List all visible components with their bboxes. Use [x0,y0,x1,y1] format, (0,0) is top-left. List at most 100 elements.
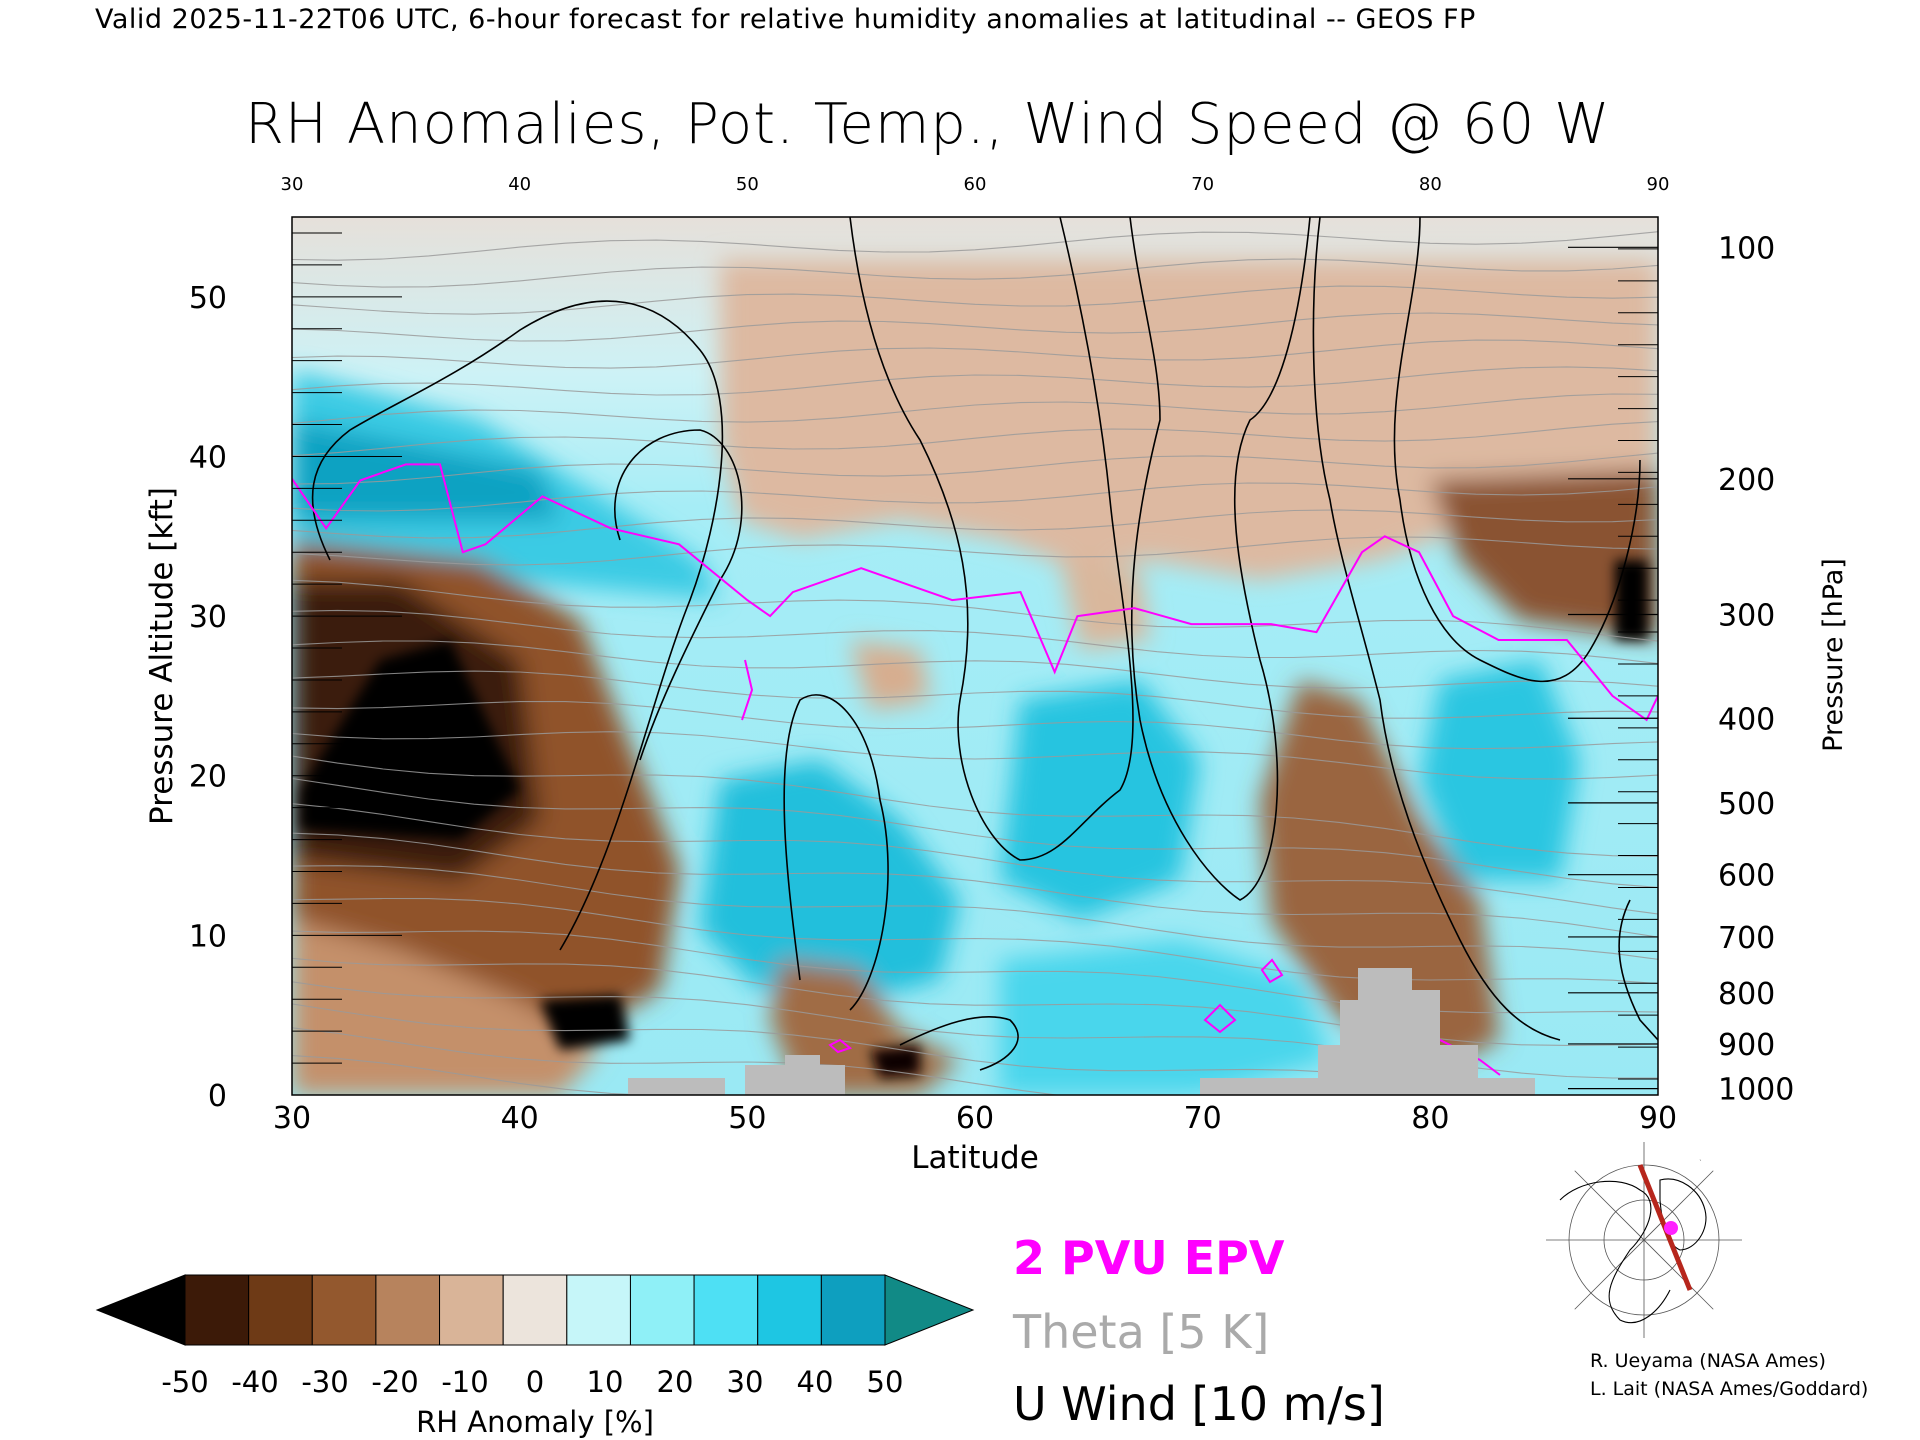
colorbar-swatch [566,1274,631,1346]
colorbar-swatch [757,1274,822,1346]
blob-black-42 [540,995,630,1050]
valid-line: Valid 2025-11-22T06 UTC, 6-hour forecast… [95,4,1476,35]
terrain-78 [1200,968,1535,1095]
theta-contour-line [292,231,1658,261]
x-top-tick-label-40: 40 [508,174,531,195]
theta-contour-line [292,579,1658,642]
colorbar-under-arrow [95,1274,186,1346]
y-axis-left: 0 10 20 30 40 50 [189,232,402,1114]
blob-strat-tan [720,260,1658,580]
theta-contour-line [292,536,1658,566]
u-wind-contours [311,217,1658,1071]
theta-contour-line [292,366,1658,396]
x-top-tick-label-90: 90 [1647,174,1670,195]
epv-loop-2 [1260,958,1284,984]
colorbar-label: RH Anomaly [%] [416,1405,654,1439]
y-tick-label-40: 40 [189,440,227,475]
colorbar-over-arrow [884,1274,975,1346]
x-tick-label-80: 80 [1411,1101,1449,1136]
colorbar-tick-label: 40 [797,1365,834,1399]
x-top-tick-label-80: 80 [1419,174,1442,195]
page-title: RH Anomalies, Pot. Temp., Wind Speed @ 6… [245,92,1611,157]
colorbar-tick-label: -50 [161,1365,208,1399]
x-axis-bottom: 30 40 50 60 70 80 90 [273,1101,1677,1136]
theta-contour-line [292,393,1658,425]
colorbar-tick-label: 30 [727,1365,764,1399]
pressure-tick-label-400: 400 [1718,702,1775,737]
uwind-contour-i [899,1016,1019,1071]
x-top-tick-label-50: 50 [736,174,759,195]
theta-contour-line [292,865,1658,960]
theta-contour-line [292,777,1658,888]
y-tick-label-10: 10 [189,919,227,954]
theta-contour-line [292,452,1658,485]
terrain [628,968,1535,1095]
uwind-contour-g [1393,217,1641,683]
credit-line-2: L. Lait (NASA Ames/Goddard) [1590,1378,1869,1400]
theta-contour-line [292,285,1658,315]
y-tick-label-0: 0 [208,1079,227,1114]
pressure-tick-label-1000: 1000 [1718,1073,1794,1108]
x-tick-label-40: 40 [501,1101,539,1136]
inset-map [1540,1130,1750,1350]
theta-contour-line [292,897,1658,985]
colorbar-swatch [439,1274,504,1346]
blob-tan-65 [1060,560,1150,650]
uwind-contour-d [783,694,889,1011]
colorbar-tick-label: 20 [657,1365,694,1399]
colorbar-swatch [820,1274,886,1346]
epv-loop-4 [828,1038,853,1054]
blob-dry-78 [1260,680,1500,1070]
x-top-tick-label-60: 60 [964,174,987,195]
y-tick-label-20: 20 [189,760,227,795]
x-axis-title: Latitude [911,1140,1039,1176]
theta-contour-line [292,339,1658,369]
blob-moist-65 [1000,680,1200,920]
colorbar-swatch [502,1274,568,1346]
theta-contour-line [292,482,1658,512]
pressure-tick-label-500: 500 [1718,787,1775,822]
colorbar-tick-label: -30 [301,1365,348,1399]
blob-moist-low [1000,940,1330,1095]
uwind-contour-a [311,300,724,951]
x-tick-label-70: 70 [1184,1101,1222,1136]
theta-contour-line [292,509,1658,539]
theta-contour-line [292,731,1658,780]
theta-contour-line [292,421,1658,457]
theta-contour-line [292,670,1658,719]
pressure-tick-label-800: 800 [1718,977,1775,1012]
y-axis-right-title: Pressure [hPa] [1818,558,1849,752]
blob-tan-55 [850,640,930,710]
theta-contour-line [292,803,1658,915]
uwind-contour-c [849,217,1134,861]
pressure-tick-label-300: 300 [1718,598,1775,633]
colorbar-swatch [693,1274,759,1346]
theta-contours [292,231,1658,1095]
colorbar-tick-label: -10 [441,1365,488,1399]
colorbar: -50 -40 -30 -20 -10 0 10 20 30 40 50 [95,1274,975,1399]
pressure-tick-label-100: 100 [1718,231,1775,266]
uwind-contour-f [1312,217,1561,1041]
theta-contour-line [292,755,1658,858]
theta-contour-line [292,312,1658,342]
pressure-tick-label-900: 900 [1718,1028,1775,1063]
x-axis-top: 30 40 50 60 70 80 90 [281,174,1670,195]
theta-contour-line [292,832,1658,938]
colorbar-tick-label: 10 [587,1365,624,1399]
y-tick-label-30: 30 [189,600,227,635]
uwind-contour-b [614,429,743,761]
x-tick-label-30: 30 [273,1101,311,1136]
legend-uwind: U Wind [10 m/s] [1013,1377,1385,1431]
y-axis-title: Pressure Altitude [kft] [144,487,180,825]
y-axis-right: 100 200 300 400 500 600 700 800 900 1000 [1568,231,1794,1108]
terrain-52 [745,1055,845,1095]
colorbar-swatch [184,1274,250,1346]
y-tick-label-50: 50 [189,281,227,316]
map-coast-america [1559,1180,1671,1324]
colorbar-swatch [248,1274,313,1346]
blob-moist-85 [1420,660,1580,880]
pressure-tick-label-600: 600 [1718,859,1775,894]
colorbar-swatch [311,1274,377,1346]
map-meridian-4 [1573,1169,1715,1311]
